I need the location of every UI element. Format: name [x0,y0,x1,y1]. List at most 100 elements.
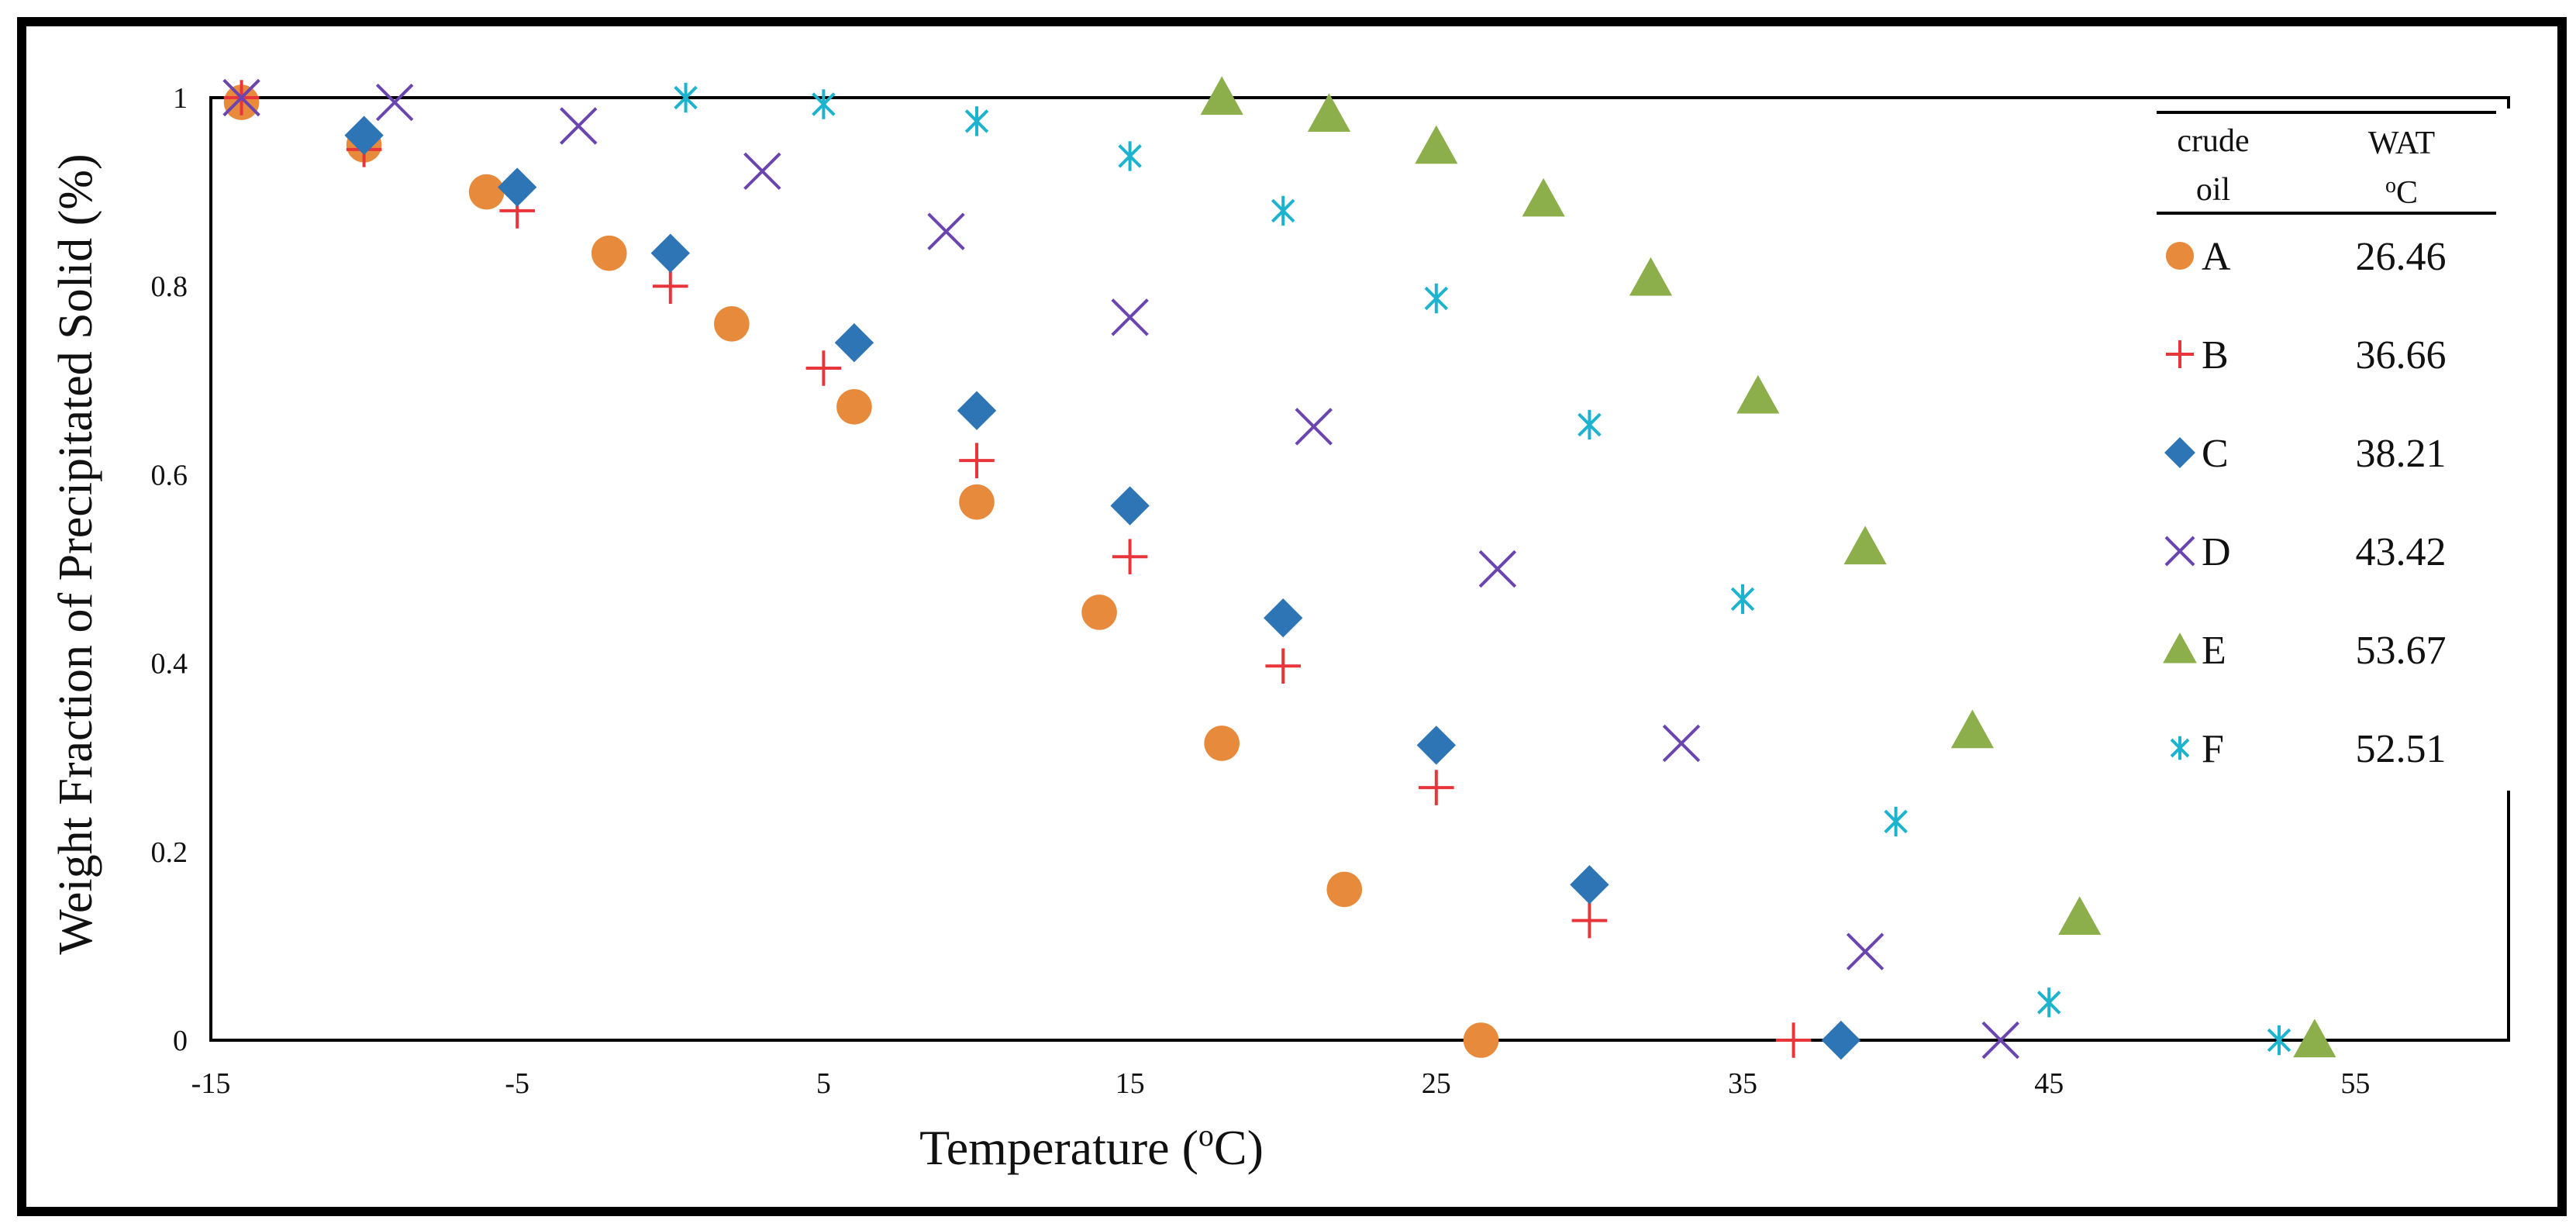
series-d-point [1846,932,1885,970]
series-b-point [1112,539,1148,574]
legend-wat-value: 36.66 [2356,333,2447,377]
series-a-point [714,306,750,342]
series-c-point [957,391,997,430]
series-d-point [743,152,781,191]
series-c-point [1821,1020,1861,1060]
series-c-point [498,167,537,207]
legend-wat-value: 38.21 [2356,432,2447,476]
series-f-point [964,106,989,136]
series-d-point [927,212,965,250]
series-c-point [834,322,874,363]
y-tick-label: 1 [173,82,188,115]
series-d-point [1295,408,1333,446]
series-b-point [1571,902,1608,939]
legend-row-e: E 53.67 [2163,629,2447,673]
series-e-point [1736,374,1780,414]
x-tick-label: -15 [191,1067,231,1100]
series-e-point [1415,125,1458,164]
series-f [674,82,2292,1056]
legend-marker-a [2165,241,2195,271]
y-axis-ticks: 0 0.2 0.4 0.6 0.8 1 [151,82,188,1057]
legend-rows: A 26.46 B 36.66 C 38.21 D 43.42 E 53.67 F 52.51 [2163,235,2447,771]
legend-row-a: A 26.46 [2165,235,2447,279]
x-tick-label: -5 [505,1067,529,1100]
series-a-point [836,389,872,425]
series-c-point [650,233,690,273]
series-a-point [1326,871,1363,908]
y-tick-label: 0.8 [151,271,188,303]
y-axis-title: Weight Fraction of Precipitated Solid (%… [50,153,102,954]
data-points [222,76,2336,1060]
legend-wat-value: 26.46 [2356,235,2447,279]
series-d-point [1111,298,1149,336]
series-b-point [1775,1022,1812,1058]
series-c-point [1416,726,1456,765]
legend-name: F [2202,727,2224,771]
series-e-point [2293,1018,2336,1058]
series-f-point [1424,283,1449,314]
series-b-point [1265,648,1301,684]
legend-row-f: F 52.51 [2170,727,2447,771]
series-a-point [468,174,505,210]
y-tick-label: 0.4 [151,648,188,681]
series-e-point [1843,526,1887,565]
legend-wat-value: 53.67 [2356,629,2447,673]
x-axis-label: Temperature (oC) [919,1118,1264,1175]
legend-row-d: D 43.42 [2164,530,2447,574]
x-axis-ticks: -15 -5 5 15 25 35 45 55 [191,1067,2371,1100]
series-b-point [959,443,995,478]
x-tick-label: 25 [1422,1067,1451,1100]
x-tick-label: 15 [1116,1067,1145,1100]
series-d-point [1478,550,1517,588]
series-e-point [2058,896,2102,935]
legend: crude oil WAT oC A 26.46 B 36.66 C 38.21 D 43.4… [2146,109,2518,791]
legend-header-crude: crude [2177,123,2249,159]
legend-row-c: C 38.21 [2164,432,2447,476]
legend-marker-f [2170,736,2190,760]
series-d-point [1981,1021,2019,1060]
legend-name: B [2202,333,2229,377]
x-axis-title: Temperature (oC) [919,1118,1264,1175]
series-f-point [1884,806,1908,837]
legend-header-unit: oC [2385,174,2418,211]
series-d-point [375,83,414,122]
series-e [1200,76,2336,1058]
legend-name: E [2202,629,2226,673]
legend-marker-b [2165,339,2195,369]
series-f-point [1271,195,1295,226]
series-d-point [560,107,598,145]
series-a-point [1463,1022,1499,1058]
y-tick-label: 0 [173,1025,188,1057]
series-c [344,115,1861,1060]
series-b [223,80,1812,1058]
series-e-point [1200,76,1243,115]
series-a-point [959,484,995,520]
x-tick-label: 5 [816,1067,831,1100]
series-b-point [653,268,688,304]
legend-name: D [2202,530,2231,574]
series-f-point [1730,584,1755,615]
y-tick-label: 0.6 [151,459,188,491]
series-f-point [1118,141,1142,171]
series-e-point [1522,178,1565,217]
y-tick-label: 0.2 [151,836,188,869]
series-b-point [1419,770,1454,805]
series-c-point [1110,486,1150,526]
x-tick-label: 45 [2034,1067,2064,1100]
legend-row-b: B 36.66 [2165,333,2447,377]
series-f-point [812,89,836,119]
series-a-point [1081,595,1117,630]
series-e-point [1629,257,1673,296]
series-d-point [222,78,260,117]
legend-name: C [2202,432,2229,476]
series-c-point [344,115,384,155]
legend-wat-value: 43.42 [2356,530,2447,574]
series-f-point [2036,987,2061,1018]
series-f-point [2267,1025,2292,1056]
series-f-point [1578,409,1602,440]
legend-name: A [2202,235,2231,279]
series-c-point [1570,865,1609,905]
series-a-point [591,235,627,271]
series-d [222,78,2019,1060]
